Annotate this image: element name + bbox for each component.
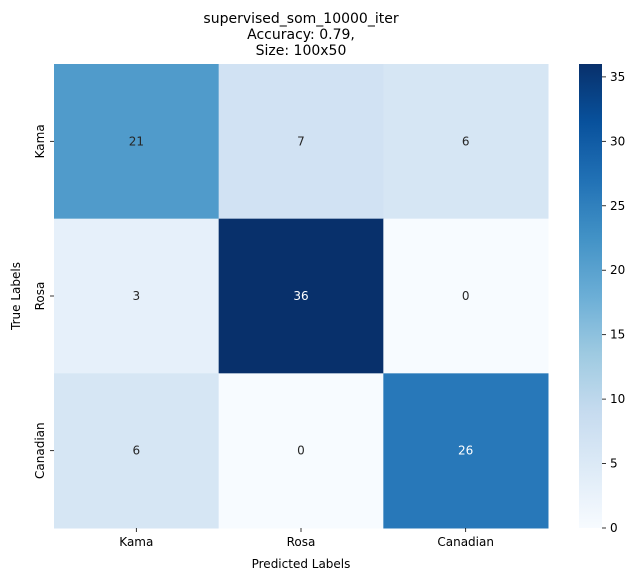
colorbar-tick-label: 10 — [610, 392, 625, 406]
y-axis-label: True Labels — [9, 262, 23, 331]
heatmap-cell — [383, 64, 549, 220]
x-axis-ticks: Kama Rosa Canadian — [119, 528, 494, 549]
colorbar-tick-label: 25 — [610, 199, 625, 213]
cell-value-label: 6 — [462, 134, 470, 148]
x-tick-label: Kama — [119, 535, 153, 549]
cell-value-label: 0 — [297, 444, 305, 458]
x-axis-label: Predicted Labels — [252, 557, 351, 571]
cell-value-label: 36 — [293, 289, 308, 303]
heatmap-cell — [218, 64, 384, 220]
heatmap-cells — [54, 64, 549, 529]
heatmap-cell — [54, 64, 220, 220]
colorbar-gradient — [579, 64, 602, 528]
colorbar-tick-label: 5 — [610, 457, 618, 471]
cell-value-label: 6 — [133, 444, 141, 458]
x-tick-label: Canadian — [437, 535, 494, 549]
cell-value-label: 21 — [129, 134, 144, 148]
y-axis-ticks: Kama Rosa Canadian — [33, 124, 54, 479]
y-tick-label: Canadian — [33, 422, 47, 479]
y-tick-label: Rosa — [33, 282, 47, 311]
title-line-3: Size: 100x50 — [256, 43, 347, 59]
heatmap-cell — [218, 218, 384, 374]
title-line-1: supervised_som_10000_iter — [203, 11, 398, 27]
cell-value-label: 0 — [462, 289, 470, 303]
heatmap-cell — [54, 218, 220, 374]
cell-value-label: 3 — [133, 289, 141, 303]
y-tick-label: Kama — [33, 124, 47, 158]
colorbar-tick-label: 0 — [610, 521, 618, 535]
colorbar-tick-label: 30 — [610, 134, 625, 148]
heatmap-cell — [383, 218, 549, 374]
x-tick-label: Rosa — [287, 535, 316, 549]
cell-annotations: 21 7 6 3 36 0 6 0 26 — [129, 134, 474, 457]
colorbar-tick-label: 35 — [610, 70, 625, 84]
cell-value-label: 26 — [458, 444, 473, 458]
heatmap-cell — [218, 373, 384, 529]
cell-value-label: 7 — [297, 134, 305, 148]
colorbar-tick-label: 20 — [610, 263, 625, 277]
colorbar: 0 5 10 15 20 25 30 35 — [579, 64, 625, 535]
title-line-2: Accuracy: 0.79, — [247, 27, 355, 43]
heatmap-cell — [383, 373, 549, 529]
heatmap-cell — [54, 373, 220, 529]
colorbar-tick-label: 15 — [610, 328, 625, 342]
